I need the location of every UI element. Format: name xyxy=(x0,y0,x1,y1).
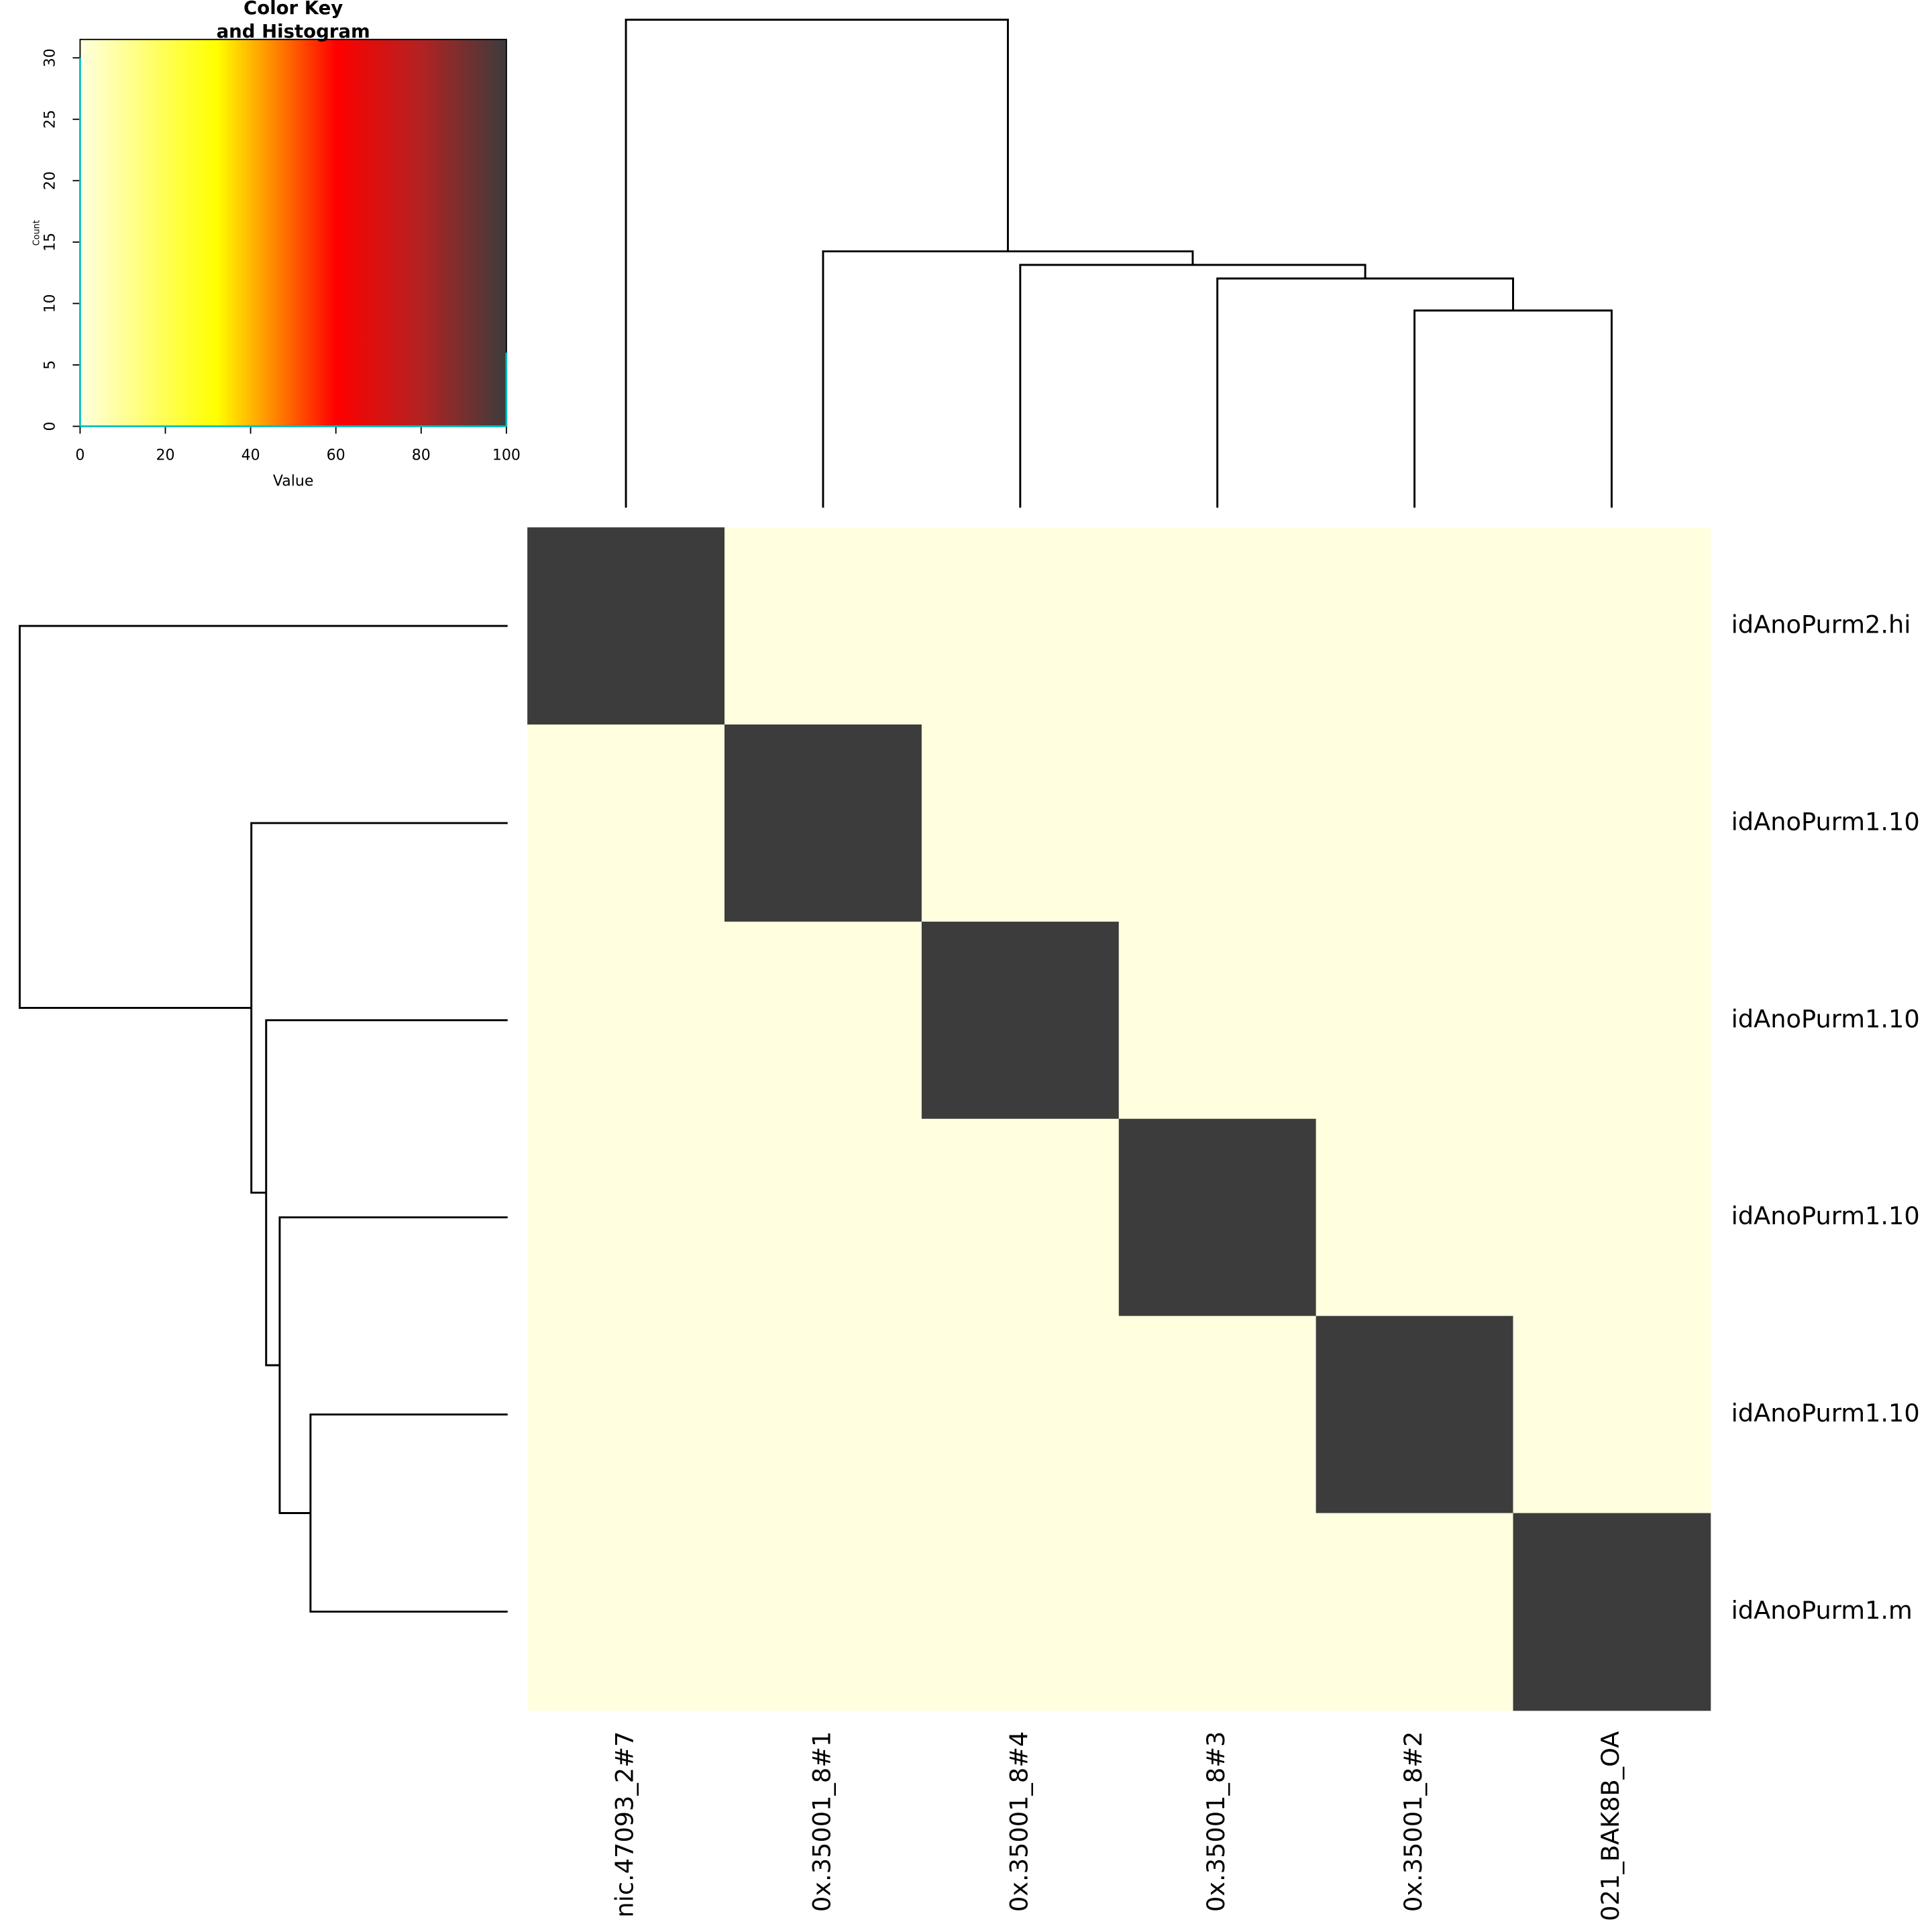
column-label: nic.47093_2#7 xyxy=(610,1731,639,1918)
key-title: and Histogram xyxy=(217,21,370,42)
heatmap-cell xyxy=(1316,1118,1514,1317)
key-y-tick-label: 0 xyxy=(42,421,58,431)
heatmap-cell xyxy=(1118,921,1317,1120)
heatmap-cell xyxy=(1513,1513,1711,1711)
key-x-tick-label: 80 xyxy=(412,447,431,464)
heatmap-cell xyxy=(1513,1316,1711,1514)
heatmap-cell xyxy=(527,724,725,922)
key-title: Color Key xyxy=(244,0,343,19)
key-x-tick-label: 60 xyxy=(327,447,345,464)
heatmap-cell xyxy=(527,1513,725,1711)
key-x-label: Value xyxy=(273,473,314,490)
heatmap-cell xyxy=(724,921,922,1120)
heatmap-cell xyxy=(527,921,725,1120)
row-label: idAnoPurm1.10 xyxy=(1731,807,1920,836)
heatmap-cell xyxy=(1118,1316,1317,1514)
heatmap-cell xyxy=(921,921,1120,1120)
color-key-gradient xyxy=(79,38,507,427)
row-label: idAnoPurm1.10 xyxy=(1731,1201,1920,1230)
heatmap-cell xyxy=(724,1513,922,1711)
heatmap-cell xyxy=(724,1118,922,1317)
heatmap-cell xyxy=(724,1316,922,1514)
key-y-tick-label: 15 xyxy=(42,233,58,252)
key-x-tick-label: 20 xyxy=(156,447,174,464)
heatmap-cell xyxy=(1513,527,1711,725)
heatmap-cell xyxy=(724,724,922,922)
key-y-tick-label: 10 xyxy=(42,294,58,313)
row-label: idAnoPurm1.10 xyxy=(1731,1399,1920,1428)
key-y-label: Count xyxy=(32,220,42,246)
row-dendrogram xyxy=(18,625,508,1613)
heatmap-cell xyxy=(921,527,1120,725)
heatmap-cell xyxy=(527,527,725,725)
heatmap-cell xyxy=(527,1316,725,1514)
key-x-tick-label: 100 xyxy=(492,447,521,464)
row-label: idAnoPurm2.hi xyxy=(1731,610,1911,639)
heatmap-cell xyxy=(1513,724,1711,922)
row-label: idAnoPurm1.10 xyxy=(1731,1004,1920,1033)
heatmap-cell xyxy=(921,1118,1120,1317)
column-label: 021_BAK8B_OA xyxy=(1596,1731,1625,1921)
heatmap-cell xyxy=(1316,724,1514,922)
key-y-tick-label: 20 xyxy=(42,171,58,190)
heatmap-cell xyxy=(1316,1316,1514,1514)
heatmap-cell xyxy=(1316,921,1514,1120)
heatmap-cell xyxy=(1513,1118,1711,1317)
column-label: 0x.35001_8#2 xyxy=(1399,1731,1428,1912)
heatmap-cell xyxy=(1118,724,1317,922)
key-y-tick-label: 5 xyxy=(42,360,58,370)
key-x-tick-label: 0 xyxy=(75,447,85,464)
heatmap-cell xyxy=(527,1118,725,1317)
column-label: 0x.35001_8#3 xyxy=(1201,1731,1230,1912)
heatmap-cell xyxy=(724,527,922,725)
column-label: 0x.35001_8#1 xyxy=(807,1731,836,1912)
heatmap-cell xyxy=(921,1513,1120,1711)
key-y-tick-label: 25 xyxy=(42,110,58,129)
heatmap-cell xyxy=(1118,1118,1317,1317)
column-dendrogram xyxy=(625,18,1613,508)
key-x-tick-label: 40 xyxy=(241,447,260,464)
column-label: 0x.35001_8#4 xyxy=(1004,1731,1033,1912)
heatmap-cell xyxy=(1316,527,1514,725)
heatmap-cell xyxy=(1118,1513,1317,1711)
heatmap-cell xyxy=(1118,527,1317,725)
key-y-tick-label: 30 xyxy=(42,48,58,67)
heatmap-cell xyxy=(921,724,1120,922)
heatmap-cell xyxy=(1316,1513,1514,1711)
heatmap-cell xyxy=(1513,921,1711,1120)
heatmap-cell xyxy=(921,1316,1120,1514)
row-label: idAnoPurm1.m xyxy=(1731,1596,1913,1625)
